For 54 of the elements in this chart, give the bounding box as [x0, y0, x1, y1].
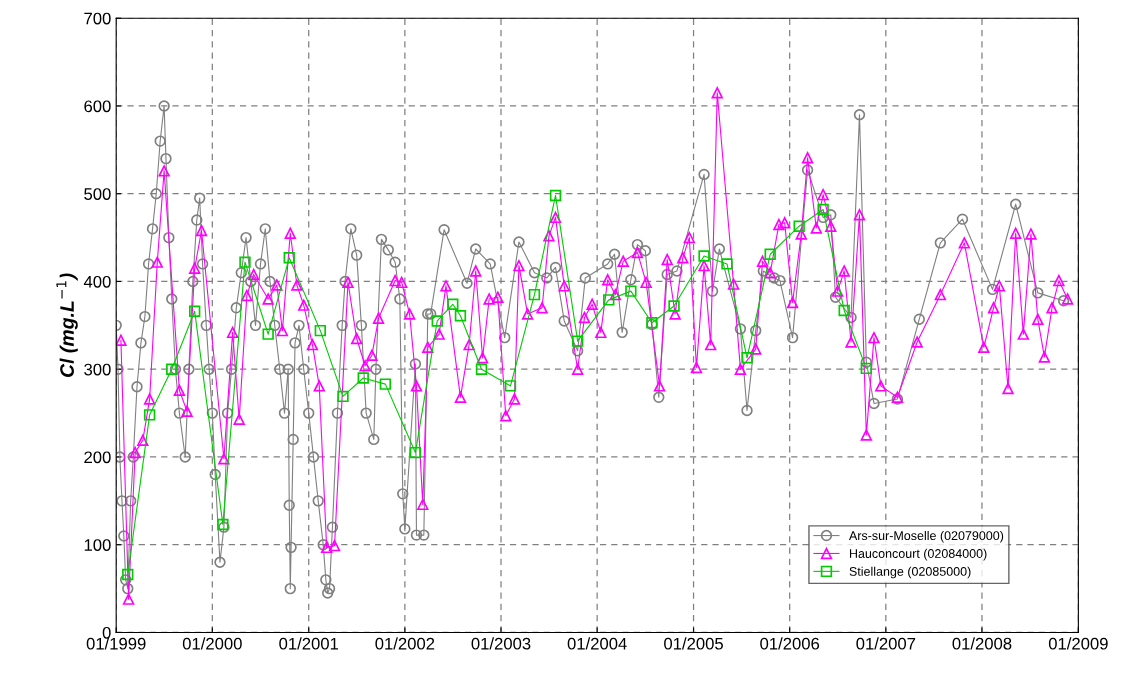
- point: [122, 568, 134, 581]
- point: [379, 378, 392, 390]
- point: [409, 446, 422, 459]
- legend-label: Hauconcourt (02084000): [849, 548, 987, 561]
- x-tick-label: 01/2006: [760, 637, 820, 650]
- y-tick-label: 500: [84, 188, 111, 200]
- y-axis-title: Cl (mg.L$^{−1}$): [56, 273, 78, 377]
- point: [764, 248, 776, 260]
- point: [283, 252, 295, 264]
- y-tick-label: 400: [83, 275, 111, 288]
- point: [741, 352, 753, 364]
- point: [528, 288, 541, 301]
- point: [793, 220, 805, 232]
- x-tick-label: 01/2008: [952, 637, 1012, 650]
- point: [603, 294, 615, 306]
- point: [571, 335, 584, 347]
- y-tick-label: 0: [102, 626, 111, 639]
- point: [475, 363, 488, 375]
- point: [188, 305, 201, 318]
- y-tick-label: 200: [84, 451, 111, 464]
- x-tick-label: 01/1999: [86, 637, 146, 650]
- point: [625, 285, 637, 297]
- point: [860, 362, 873, 375]
- point: [817, 203, 829, 216]
- point: [262, 328, 274, 340]
- x-tick-label: 01/2005: [664, 637, 723, 650]
- point: [447, 298, 459, 310]
- y-tick-label: 300: [84, 363, 111, 376]
- y-tick-label: 600: [84, 100, 111, 113]
- y-tick-label: 100: [84, 539, 111, 551]
- point: [698, 250, 710, 262]
- point: [454, 310, 467, 322]
- x-tick-label: 01/2000: [182, 637, 242, 650]
- x-tick-label: 01/2002: [375, 637, 435, 650]
- point: [504, 380, 517, 392]
- y-tick-label: 700: [84, 12, 111, 25]
- legend-label: Stiellange (02085000): [849, 566, 971, 579]
- point: [721, 258, 733, 270]
- point: [239, 256, 251, 268]
- point: [143, 409, 156, 421]
- point: [431, 315, 443, 327]
- point: [314, 324, 327, 337]
- point: [838, 304, 850, 317]
- x-tick-label: 01/2003: [471, 637, 531, 650]
- x-tick-label: 01/2007: [856, 637, 916, 650]
- point: [668, 300, 680, 312]
- x-tick-label: 01/2004: [567, 637, 627, 650]
- x-tick-label: 01/2009: [1048, 637, 1108, 650]
- point: [166, 363, 178, 375]
- x-tick-label: 01/2001: [279, 637, 339, 650]
- point: [357, 372, 369, 384]
- legend-label: Ars-sur-Moselle (02079000): [848, 530, 1004, 543]
- point: [337, 390, 349, 403]
- point: [549, 189, 562, 202]
